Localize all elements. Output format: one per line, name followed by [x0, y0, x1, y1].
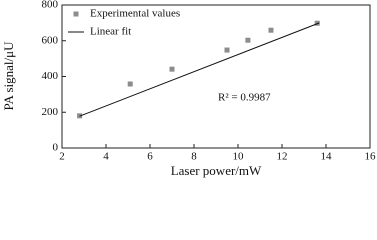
- legend-marker: [73, 11, 79, 17]
- annotation: R² = 0.9987: [218, 92, 271, 104]
- data-point: [268, 27, 274, 33]
- x-tick-label: 6: [147, 151, 153, 163]
- x-tick-label: 12: [277, 151, 288, 163]
- data-point: [224, 47, 230, 53]
- legend-label: Experimental values: [90, 8, 180, 20]
- y-tick-label: 400: [42, 70, 59, 82]
- x-tick-label: 14: [321, 151, 333, 163]
- y-tick-label: 800: [42, 0, 59, 11]
- legend-label: Linear fit: [90, 26, 131, 38]
- fit-line: [79, 22, 320, 117]
- x-axis-label: Laser power/mW: [171, 163, 262, 178]
- y-axis-label: PA signal/μU: [1, 41, 16, 111]
- x-tick-label: 4: [103, 151, 109, 163]
- x-tick-label: 2: [59, 151, 65, 163]
- chart: PA signal/μU Laser power/mW R² = 0.9987 …: [1, 0, 377, 178]
- x-tick-label: 8: [191, 151, 197, 163]
- data-point: [169, 66, 175, 72]
- x-tick-label: 16: [365, 151, 377, 163]
- y-tick-label: 0: [53, 142, 59, 154]
- data-point: [245, 37, 251, 43]
- x-tick-label: 10: [233, 151, 245, 163]
- y-tick-label: 200: [42, 106, 59, 118]
- data-point: [127, 81, 133, 87]
- y-tick-label: 600: [42, 34, 59, 46]
